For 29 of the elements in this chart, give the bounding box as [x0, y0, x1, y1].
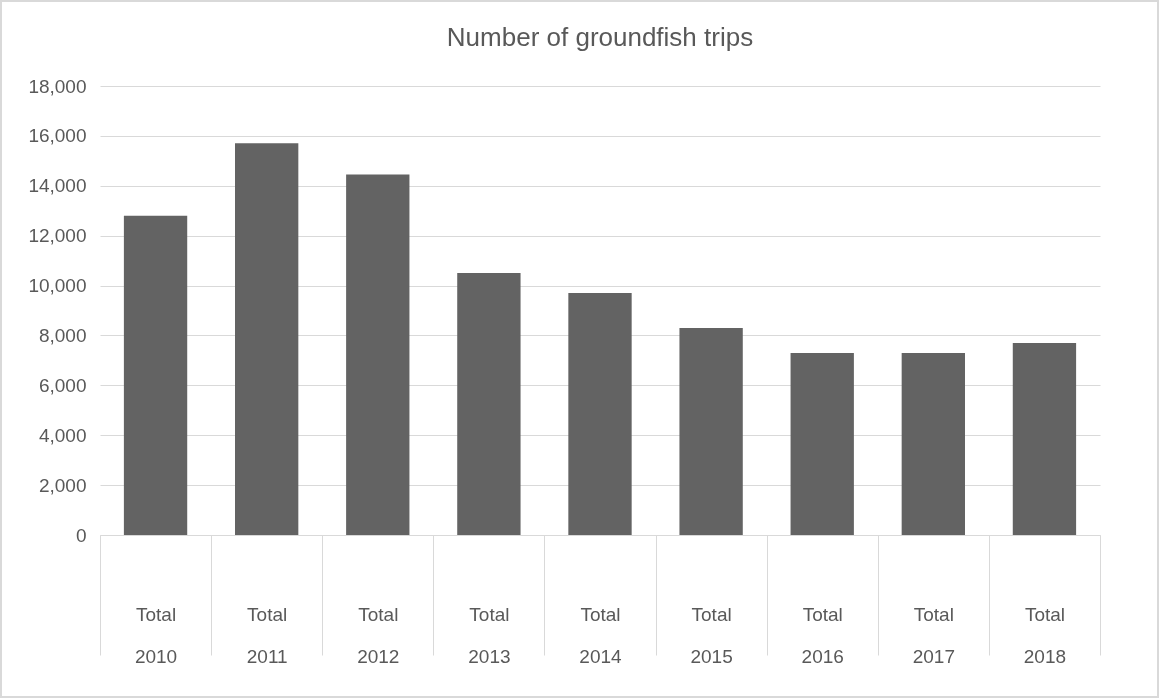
- y-tick-label: 14,000: [28, 175, 87, 197]
- y-tick-label: 2,000: [38, 474, 87, 496]
- y-tick-label: 16,000: [28, 125, 87, 147]
- y-tick-label: 18,000: [28, 75, 87, 97]
- y-tick-label: 4,000: [38, 424, 87, 446]
- y-tick-label: 0: [75, 524, 87, 546]
- x-tick-label: Total 2018: [1023, 603, 1067, 667]
- x-tick-label: Total 2015: [690, 603, 733, 667]
- x-tick-label: Total 2011: [246, 603, 288, 667]
- bar: [1012, 342, 1077, 535]
- bar: [568, 293, 632, 535]
- x-tick-label: Total 2014: [579, 603, 623, 667]
- x-tick-label: Total 2017: [912, 603, 955, 667]
- bar: [790, 352, 854, 535]
- bar: [457, 273, 521, 535]
- x-tick-label: Total 2016: [801, 603, 844, 667]
- bar: [679, 327, 743, 535]
- x-tick-label: Total 2010: [134, 603, 178, 667]
- bar: [235, 143, 299, 535]
- y-tick-label: 12,000: [28, 225, 87, 247]
- x-tick-label: Total 2012: [357, 603, 400, 667]
- y-tick-label: 10,000: [28, 275, 87, 297]
- y-tick-label: 6,000: [38, 374, 87, 396]
- y-tick-label: 8,000: [38, 324, 87, 346]
- x-tick-label: Total 2013: [468, 603, 511, 667]
- bar: [901, 352, 965, 535]
- chart-title: Number of groundfish trips: [446, 22, 754, 52]
- bar: [346, 174, 410, 535]
- bar: [123, 215, 188, 535]
